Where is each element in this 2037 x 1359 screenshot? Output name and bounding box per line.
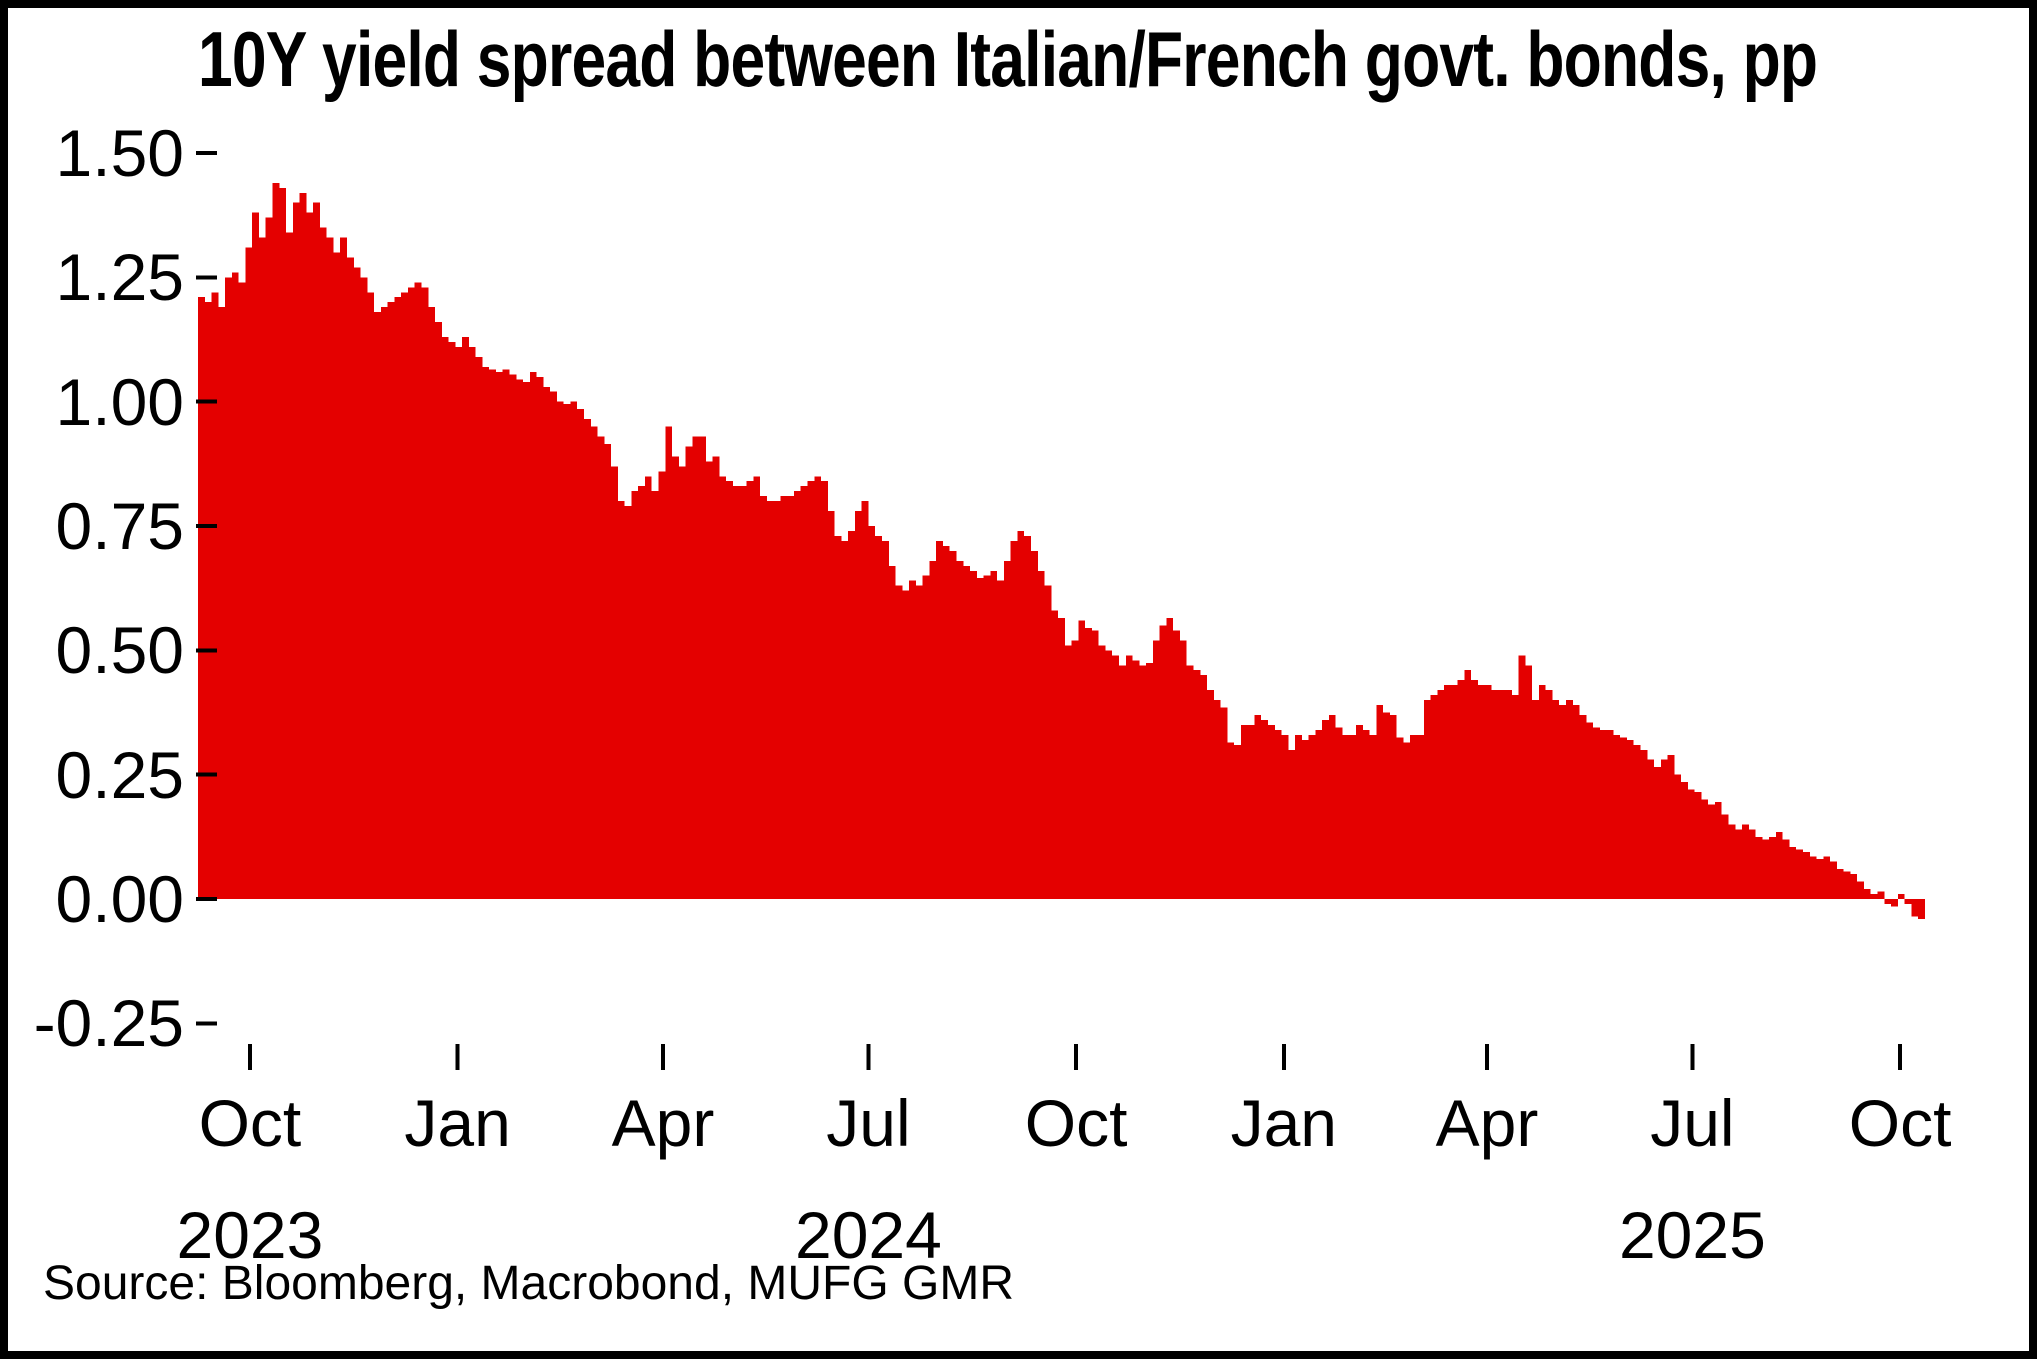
y-axis-tick [196,524,217,528]
spread-series-area [198,182,1925,919]
x-axis-tick [1898,1044,1903,1070]
x-axis-year-label: 2024 [795,1198,942,1272]
y-axis-tick-label: 1.25 [55,240,184,315]
x-axis-tick [661,1044,665,1070]
y-axis-tick [196,897,217,901]
x-axis-month-label: Apr [1435,1086,1539,1160]
source-note: Source: Bloomberg, Macrobond, MUFG GMR [43,1257,1014,1310]
x-axis-tick [866,1044,871,1070]
x-axis-month-label: Oct [1848,1086,1952,1160]
x-axis-month-label: Jul [1650,1086,1735,1160]
x-axis-year-label: 2025 [1618,1198,1766,1272]
y-axis-tick-label: -0.25 [33,986,184,1061]
x-axis-month-label: Jan [404,1086,511,1160]
y-axis-tick-label: 0.25 [55,737,184,812]
x-axis-month-label: Apr [611,1086,715,1160]
y-axis-tick [196,1021,217,1026]
x-axis-tick [1074,1044,1079,1070]
x-axis-tick [455,1044,460,1070]
y-axis-tick-label: 0.00 [55,862,184,936]
chart-title: 10Y yield spread between Italian/French … [198,15,1818,103]
x-axis-month-label: Oct [1024,1086,1128,1160]
x-axis-month-label: Jul [826,1086,911,1160]
y-axis-tick-label: 0.75 [55,489,184,563]
x-axis-tick [1690,1044,1695,1070]
x-axis-month-label: Oct [198,1086,302,1160]
x-axis-year-label: 2023 [176,1198,324,1272]
y-axis-tick [196,275,217,280]
y-axis-tick [196,648,217,653]
y-axis-tick-label: 1.50 [55,116,184,190]
y-axis-tick [196,772,217,777]
y-axis-tick [196,399,217,404]
y-axis-tick-label: 1.00 [55,364,184,439]
x-axis-tick [247,1044,252,1070]
x-axis-tick [1485,1044,1489,1070]
x-axis-month-label: Jan [1230,1086,1338,1160]
y-axis-tick-label: 0.50 [55,613,184,688]
y-axis-tick [196,151,217,155]
x-axis-tick [1281,1044,1286,1070]
